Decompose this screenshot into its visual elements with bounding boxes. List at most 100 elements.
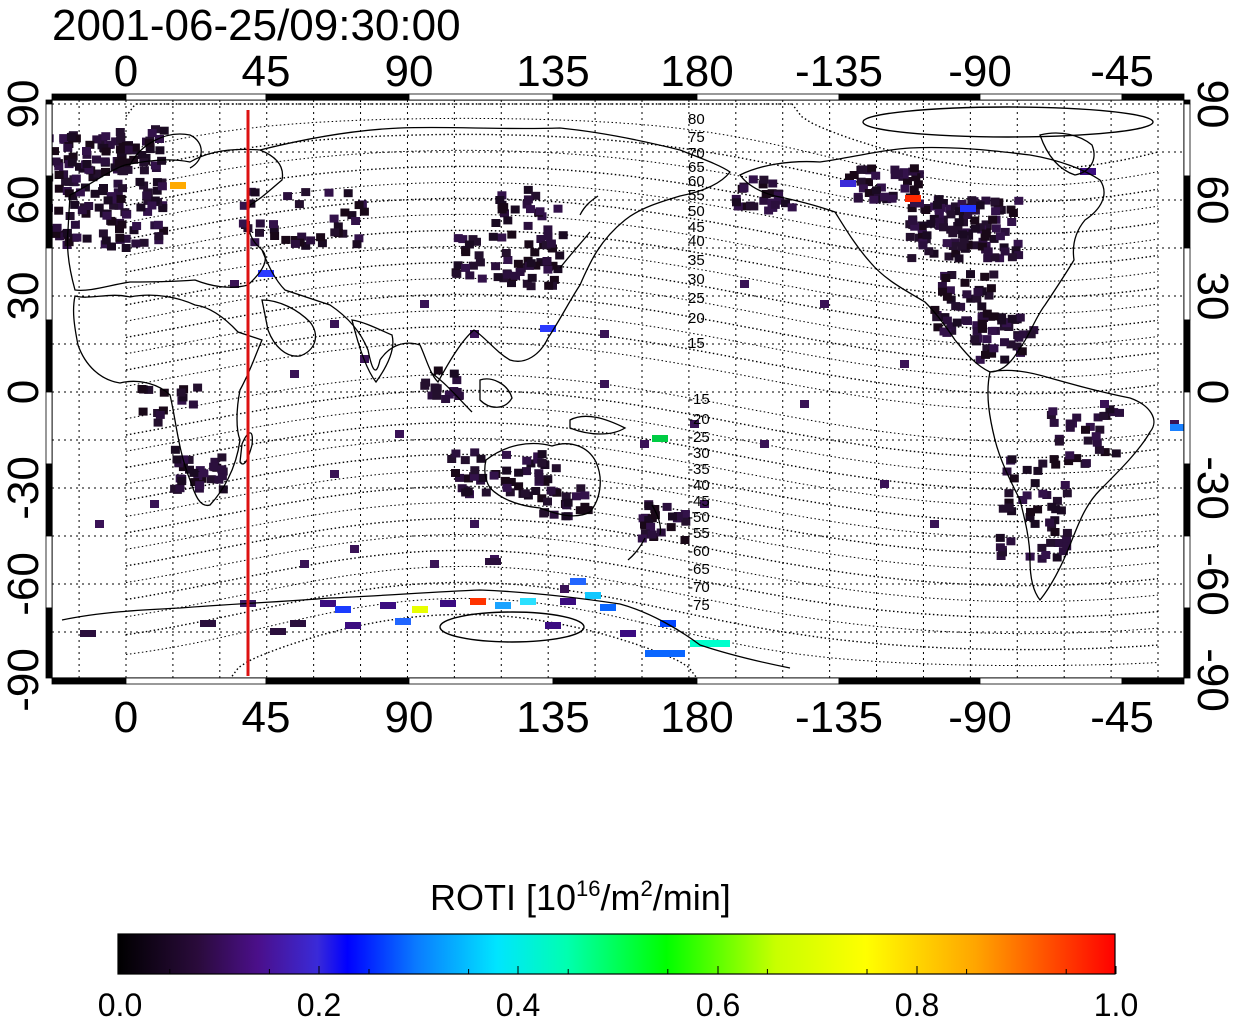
roti-cell — [177, 477, 187, 486]
mlat-label: 55 — [688, 187, 705, 204]
roti-cell — [910, 198, 919, 207]
roti-cell — [152, 186, 162, 195]
roti-cell — [537, 458, 547, 467]
roti-cell — [646, 522, 656, 531]
mlat-label: 45 — [688, 219, 705, 236]
roti-cell — [681, 517, 691, 526]
roti-cell — [1033, 505, 1043, 514]
roti-cell — [452, 376, 462, 385]
roti-cell — [491, 219, 501, 227]
colorbar-tick-label: 1.0 — [1094, 987, 1138, 1023]
roti-cell — [959, 235, 969, 244]
roti-cell — [955, 207, 964, 216]
roti-cell — [250, 188, 260, 197]
roti-cell — [975, 201, 985, 210]
roti-cell — [849, 171, 859, 179]
roti-cell — [64, 238, 74, 247]
roti-cell — [638, 514, 648, 523]
coastline-south-america — [987, 369, 1155, 602]
roti-cell — [907, 254, 917, 263]
roti-cell — [475, 258, 485, 267]
roti-cell — [239, 201, 249, 210]
mlat-contour — [125, 405, 1159, 475]
roti-cell — [135, 177, 145, 186]
roti-cell — [957, 241, 967, 250]
roti-cell — [876, 183, 886, 192]
y-tick-left-label: 60 — [0, 176, 48, 225]
roti-cell — [1081, 459, 1091, 468]
mlat-label: 20 — [688, 310, 705, 327]
roti-cell — [760, 440, 769, 448]
coastline-india — [351, 319, 394, 384]
roti-cell — [301, 241, 311, 250]
roti-cell — [139, 238, 149, 247]
roti-cell — [1022, 491, 1032, 500]
roti-cell — [1064, 457, 1074, 466]
roti-cell — [800, 400, 809, 408]
roti-cell — [460, 456, 470, 465]
roti-cell — [668, 512, 677, 521]
roti-cell — [973, 288, 983, 296]
roti-cell — [0, 236, 3, 244]
mlat-label: -55 — [688, 525, 710, 542]
roti-cell — [534, 469, 544, 478]
roti-cell — [80, 630, 96, 637]
roti-cell — [620, 630, 636, 637]
mlat-label: -35 — [688, 461, 710, 478]
roti-cell — [449, 369, 459, 378]
plot-frame — [45, 93, 1191, 685]
roti-cell — [154, 232, 164, 241]
roti-cell — [114, 201, 124, 210]
mlat-contour — [125, 293, 1159, 363]
roti-cell — [546, 239, 556, 248]
roti-cell — [909, 185, 919, 194]
roti-cell — [981, 350, 990, 359]
y-tick-right-label: -60 — [1188, 552, 1237, 616]
roti-cell — [71, 174, 81, 183]
roti-cell — [560, 585, 569, 593]
roti-cell — [1007, 314, 1017, 323]
roti-cell — [989, 270, 999, 279]
roti-cell — [1006, 537, 1016, 546]
roti-cell — [998, 504, 1008, 513]
roti-cell — [524, 240, 534, 249]
roti-cell — [543, 225, 553, 234]
roti-cell — [464, 474, 473, 483]
roti-cell — [474, 251, 484, 260]
roti-cell — [991, 224, 1001, 233]
mlat-contour — [125, 309, 1159, 379]
roti-cell — [540, 325, 556, 332]
roti-cell — [150, 161, 160, 170]
mlat-label: 15 — [688, 335, 705, 352]
roti-cell — [531, 487, 541, 495]
roti-cell — [184, 455, 194, 464]
roti-cell — [255, 219, 265, 228]
mlat-label: -60 — [688, 543, 710, 560]
roti-cell — [101, 147, 111, 156]
roti-cell — [941, 274, 951, 282]
coastline-australia — [484, 442, 601, 517]
roti-cell — [970, 224, 980, 233]
roti-cell — [433, 366, 443, 375]
roti-cell — [759, 196, 769, 205]
roti-cell — [543, 265, 553, 274]
y-tick-left-label: 90 — [0, 80, 48, 129]
roti-cell — [185, 465, 194, 474]
roti-cell — [987, 326, 997, 335]
roti-cell — [470, 466, 480, 475]
roti-cell — [982, 344, 992, 353]
roti-cell — [350, 545, 359, 553]
mlat-contour — [125, 325, 1159, 395]
roti-cell — [468, 235, 478, 244]
roti-cell — [178, 393, 188, 402]
roti-cell — [116, 194, 126, 203]
roti-cell — [957, 200, 967, 208]
roti-cell — [513, 259, 523, 268]
roti-cell — [0, 230, 7, 238]
roti-cell — [872, 186, 881, 195]
roti-cell — [1072, 413, 1082, 422]
roti-cell — [869, 195, 879, 204]
roti-cell — [255, 228, 264, 237]
roti-cell — [130, 143, 140, 152]
roti-cell — [477, 274, 487, 283]
